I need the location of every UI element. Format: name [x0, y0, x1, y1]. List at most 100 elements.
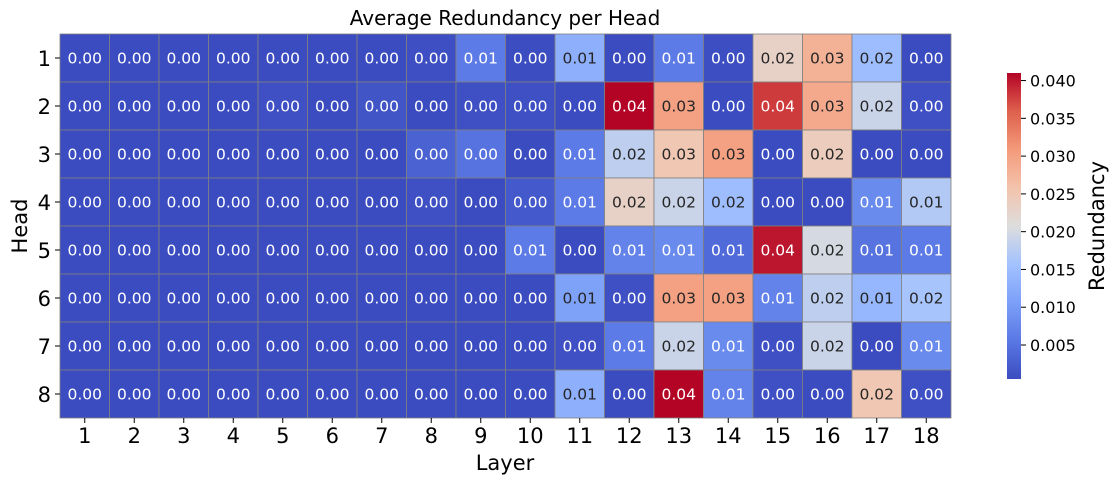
cell-value-label: 0.00 — [414, 338, 449, 356]
colorbar-label: Redundancy — [1085, 161, 1109, 291]
cell-value-label: 0.00 — [513, 386, 548, 404]
cell-value-label: 0.02 — [711, 194, 746, 212]
heatmap-cell — [901, 33, 952, 83]
heatmap-cell — [851, 273, 902, 323]
cell-value-label: 0.01 — [612, 242, 647, 260]
cell-value-label: 0.01 — [909, 194, 944, 212]
heatmap-cell — [703, 177, 754, 227]
cell-value-label: 0.00 — [265, 146, 300, 164]
cell-value-label: 0.04 — [760, 242, 795, 260]
cell-value-label: 0.00 — [760, 386, 795, 404]
cell-value-label: 0.00 — [414, 242, 449, 260]
heatmap-cell — [505, 33, 556, 83]
x-axis-ticks: 1 2 3 4 5 6 7 8 9 10 11 12 13 14 15 16 17 18 — [78, 418, 940, 448]
heatmap-cell — [208, 129, 259, 179]
cell-value-label: 0.00 — [463, 194, 498, 212]
cell-value-label: 0.00 — [315, 194, 350, 212]
cell-value-label: 0.00 — [67, 242, 102, 260]
cell-value-label: 0.00 — [315, 290, 350, 308]
heatmap-cell — [554, 129, 605, 179]
cell-value-label: 0.00 — [117, 386, 152, 404]
heatmap-cell — [356, 225, 407, 275]
cell-value-label: 0.00 — [909, 98, 944, 116]
x-tick-label: 6 — [326, 424, 339, 448]
cell-value-label: 0.02 — [810, 290, 845, 308]
y-axis-label: Head — [8, 199, 32, 254]
heatmap-cell — [455, 81, 506, 131]
cell-value-label: 0.00 — [166, 290, 201, 308]
heatmap-cell — [455, 225, 506, 275]
cell-value-label: 0.00 — [513, 50, 548, 68]
cell-value-label: 0.01 — [562, 50, 597, 68]
heatmap-cell — [406, 369, 457, 419]
heatmap-cell — [307, 33, 358, 83]
cell-value-label: 0.01 — [760, 290, 795, 308]
cell-value-label: 0.03 — [810, 98, 845, 116]
cell-value-label: 0.00 — [315, 338, 350, 356]
heatmap-cell — [455, 129, 506, 179]
cell-value-label: 0.00 — [760, 338, 795, 356]
heatmap-cell — [802, 33, 853, 83]
heatmap-cell — [406, 33, 457, 83]
x-tick-label: 17 — [863, 424, 890, 448]
x-tick-label: 3 — [177, 424, 190, 448]
heatmap-cell — [851, 225, 902, 275]
heatmap-cell — [653, 81, 704, 131]
cell-value-label: 0.00 — [711, 50, 746, 68]
cell-value-label: 0.00 — [265, 194, 300, 212]
cell-value-label: 0.00 — [612, 386, 647, 404]
cell-value-label: 0.01 — [711, 242, 746, 260]
colorbar-tick-label: 0.020 — [1030, 223, 1076, 242]
x-tick-label: 5 — [276, 424, 289, 448]
cell-value-label: 0.00 — [612, 50, 647, 68]
heatmap-cell — [851, 129, 902, 179]
heatmap-cell — [455, 273, 506, 323]
heatmap-cell — [158, 129, 209, 179]
y-tick-label: 3 — [38, 143, 51, 167]
cell-value-label: 0.02 — [612, 194, 647, 212]
y-axis-ticks: 1 2 3 4 5 6 7 8 — [38, 47, 60, 407]
cell-value-label: 0.04 — [661, 386, 696, 404]
heatmap-cell — [802, 177, 853, 227]
cell-value-label: 0.00 — [166, 386, 201, 404]
heatmap-cell — [653, 129, 704, 179]
heatmap-cell — [703, 33, 754, 83]
heatmap-cell — [604, 369, 655, 419]
heatmap-cell — [505, 81, 556, 131]
cell-value-label: 0.00 — [810, 386, 845, 404]
cell-value-label: 0.00 — [513, 146, 548, 164]
heatmap-cell — [851, 33, 902, 83]
x-tick-label: 18 — [913, 424, 940, 448]
heatmap-cell — [59, 129, 110, 179]
x-tick-label: 4 — [227, 424, 240, 448]
heatmap-cell — [257, 225, 308, 275]
heatmap-cell — [901, 177, 952, 227]
cell-value-label: 0.00 — [760, 146, 795, 164]
x-tick-label: 8 — [425, 424, 438, 448]
heatmap-cell — [59, 225, 110, 275]
heatmap-cell — [356, 177, 407, 227]
colorbar-tick-label: 0.040 — [1030, 72, 1076, 91]
cell-value-label: 0.00 — [513, 194, 548, 212]
cell-value-label: 0.00 — [364, 242, 399, 260]
colorbar-tick-label: 0.015 — [1030, 260, 1076, 279]
heatmap-cell — [653, 321, 704, 371]
cell-value-label: 0.00 — [216, 242, 251, 260]
colorbar-tick-label: 0.035 — [1030, 109, 1076, 128]
cell-value-label: 0.00 — [216, 98, 251, 116]
y-tick-label: 5 — [38, 239, 51, 263]
cell-value-label: 0.00 — [216, 50, 251, 68]
y-tick-label: 4 — [38, 191, 51, 215]
heatmap-cell — [802, 225, 853, 275]
cell-value-label: 0.01 — [562, 290, 597, 308]
cell-value-label: 0.00 — [612, 290, 647, 308]
cell-value-label: 0.00 — [265, 242, 300, 260]
heatmap-cell — [802, 369, 853, 419]
cell-value-label: 0.00 — [67, 290, 102, 308]
heatmap-cell — [356, 81, 407, 131]
cell-value-label: 0.01 — [909, 338, 944, 356]
cell-value-label: 0.00 — [166, 242, 201, 260]
cell-value-label: 0.02 — [859, 50, 894, 68]
heatmap-cell — [901, 129, 952, 179]
cell-value-label: 0.00 — [117, 50, 152, 68]
